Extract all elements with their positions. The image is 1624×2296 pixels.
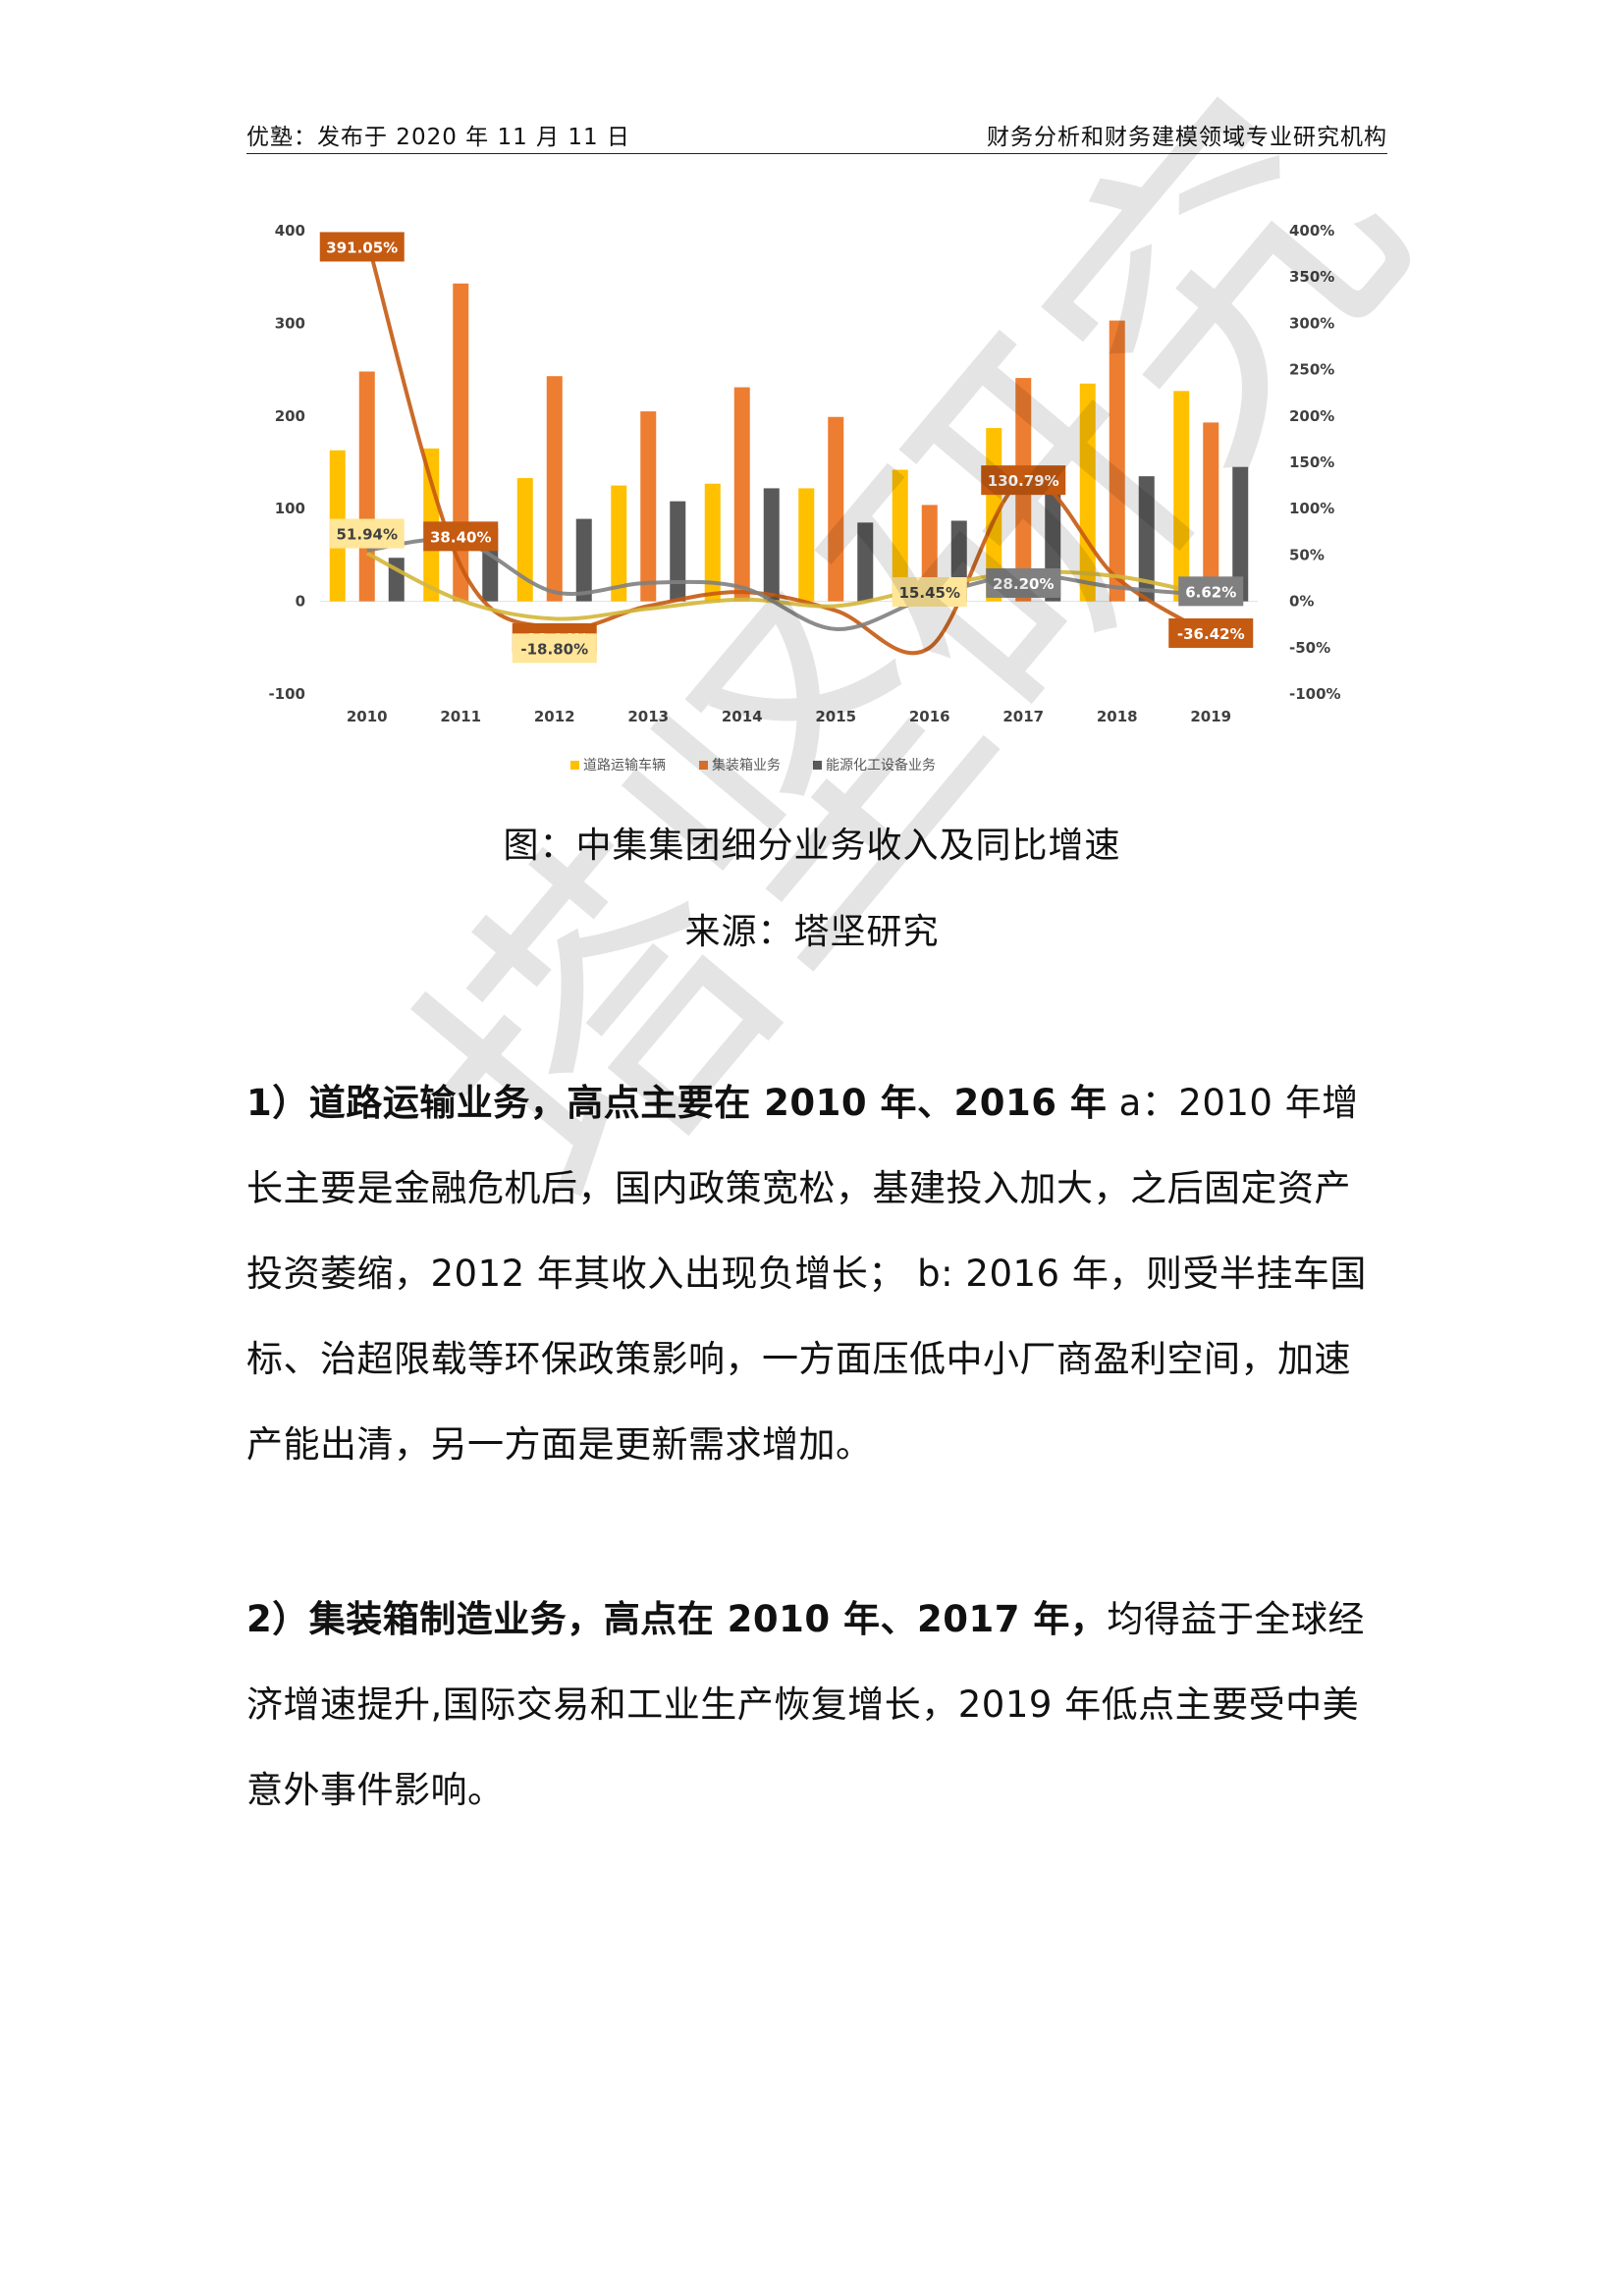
x-tick-label: 2019 [1190, 708, 1231, 725]
bar-2-2012 [546, 376, 563, 602]
legend-swatch-1 [570, 761, 579, 770]
revenue-growth-chart: -100 0 100 200 300 400 -100% -50% 0% 50% 100% 150% 2… [268, 222, 1341, 774]
y-left-tick-label: 300 [275, 314, 305, 332]
bar-3-2014 [763, 488, 780, 602]
x-tick-label: 2017 [1002, 708, 1044, 725]
data-label-box [512, 633, 597, 664]
header-right: 财务分析和财务建模领域专业研究机构 [987, 125, 1387, 150]
bar-1-2016 [892, 469, 908, 602]
data-label: 51.94% [337, 526, 398, 544]
y-right-tick-label: 400% [1289, 222, 1334, 240]
legend-label-3: 能源化工设备业务 [826, 757, 936, 774]
y-right-tick-label: 50% [1289, 546, 1325, 563]
paragraph-container-heading: 2）集装箱制造业务，高点在 2010 年、2017 年， [246, 1598, 1108, 1640]
figure-source: 来源：塔坚研究 [684, 912, 940, 952]
bar-1-2013 [611, 485, 627, 602]
growth-line-3 [366, 537, 1212, 631]
bar-2-2014 [733, 387, 750, 602]
x-tick-label: 2011 [440, 708, 481, 725]
y-right-tick-label: 100% [1289, 500, 1334, 517]
legend-label-2: 集装箱业务 [712, 757, 781, 774]
bar-2-2013 [640, 411, 657, 602]
y-left-tick-label: 400 [275, 222, 305, 240]
data-label: 391.05% [326, 239, 398, 256]
bar-3-2019 [1232, 466, 1249, 602]
page-header: 优塾：发布于 2020 年 11 月 11 日 财务分析和财务建模领域专业研究机… [246, 114, 1387, 154]
bar-3-2018 [1138, 476, 1155, 602]
y-right-tick-label: -100% [1289, 685, 1341, 703]
header-left: 优塾：发布于 2020 年 11 月 11 日 [246, 125, 630, 150]
data-label: 28.20% [993, 575, 1054, 593]
bar-3-2012 [575, 518, 592, 602]
legend-swatch-2 [699, 761, 708, 770]
data-label-box [986, 567, 1061, 598]
bar-2-2010 [358, 371, 375, 602]
data-label-box [1178, 576, 1244, 607]
y-right-tick-label: 0% [1289, 593, 1314, 611]
x-tick-label: 2015 [815, 708, 856, 725]
y-left-tick-label: 0 [296, 593, 305, 611]
data-label: 15.45% [899, 584, 960, 602]
x-tick-label: 2012 [534, 708, 575, 725]
bar-3-2015 [857, 522, 874, 602]
y-right-tick-label: 350% [1289, 268, 1334, 286]
legend-swatch-3 [813, 761, 822, 770]
paragraph-road-transport-heading: 1）道路运输业务，高点主要在 2010 年、2016 年 [246, 1082, 1108, 1124]
data-label-box [423, 521, 499, 552]
bar-1-2014 [704, 483, 721, 602]
data-label-box [319, 232, 405, 262]
y-right-tick-label: 200% [1289, 407, 1334, 425]
growth-line-1 [364, 238, 1213, 656]
data-label: -18.80% [520, 640, 588, 658]
bar-1-2015 [798, 488, 815, 602]
growth-line-2 [365, 551, 1212, 621]
x-tick-label: 2016 [909, 708, 950, 725]
x-tick-label: 2018 [1097, 708, 1138, 725]
bar-2-2019 [1203, 422, 1219, 602]
y-right-tick-label: 150% [1289, 454, 1334, 471]
bar-2-2018 [1109, 320, 1125, 602]
figure-caption: 图：中集集团细分业务收入及同比增速 [503, 826, 1121, 866]
y-right-tick-label: -50% [1289, 639, 1330, 657]
y-left-tick-label: -100 [268, 685, 305, 703]
bar-1-2018 [1079, 383, 1096, 602]
x-tick-label: 2010 [347, 708, 388, 725]
y-right-tick-label: 300% [1289, 314, 1334, 332]
paragraph-road-transport-body: a：2010 年增长主要是金融危机后，国内政策宽松，基建投入加大，之后固定资产投… [246, 1082, 1367, 1466]
data-label: 6.62% [1185, 583, 1236, 601]
bar-3-2013 [670, 501, 686, 602]
legend-label-1: 道路运输车辆 [583, 757, 666, 774]
paragraph-container-body: 均得益于全球经济增速提升,国际交易和工业生产恢复增长，2019 年低点主要受中美… [246, 1598, 1365, 1811]
data-label-box [892, 577, 967, 608]
x-tick-label: 2013 [627, 708, 669, 725]
paragraph-container: 2）集装箱制造业务，高点在 2010 年、2017 年，均得益于全球经济增速提升… [246, 1576, 1387, 1833]
data-label-box [981, 465, 1066, 496]
data-label: -36.42% [1177, 625, 1245, 643]
y-left-tick-label: 200 [275, 407, 305, 425]
bar-2-2015 [828, 416, 844, 602]
data-label: 130.79% [988, 472, 1059, 490]
data-label-box [1168, 617, 1254, 648]
y-left-tick-label: 100 [275, 500, 305, 517]
x-tick-label: 2014 [722, 708, 763, 725]
paragraph-road-transport: 1）道路运输业务，高点主要在 2010 年、2016 年 a：2010 年增长主… [246, 1060, 1387, 1487]
y-right-tick-label: 250% [1289, 361, 1334, 379]
bar-1-2012 [516, 478, 533, 602]
data-label: 38.40% [430, 528, 491, 546]
bar-1-2019 [1173, 391, 1190, 602]
data-label-box [329, 518, 405, 549]
